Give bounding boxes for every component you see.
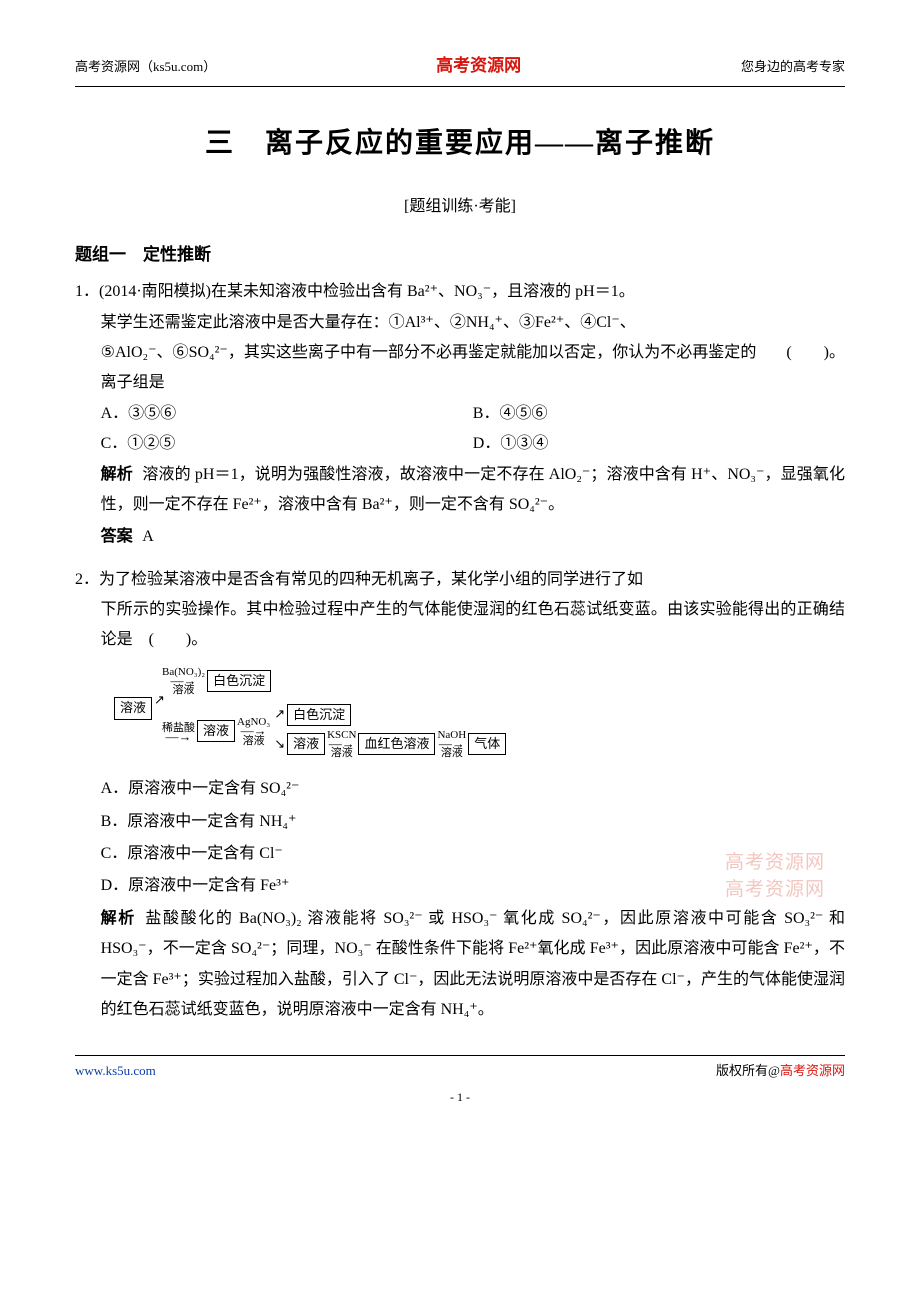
q2-analysis: 解析盐酸酸化的 Ba(NO₃)₂ 溶液能将 SO₃²⁻ 或 HSO₃⁻ 氧化成 … (75, 904, 845, 1026)
group-heading: 题组一 定性推断 (75, 239, 845, 271)
question-2: 2．为了检验某溶液中是否含有常见的四种无机离子，某化学小组的同学进行了如 下所示… (75, 565, 845, 1026)
page-header: 高考资源网（ks5u.com） 高考资源网 您身边的高考专家 (75, 50, 845, 87)
question-1: 1．(2014·南阳模拟)在某未知溶液中检验出含有 Ba²⁺、NO₃⁻，且溶液的… (75, 277, 845, 553)
document-subtitle: [题组训练·考能] (75, 192, 845, 222)
reagent-kscn: KSCN —→ 溶液 (327, 729, 356, 759)
header-left-text: 高考资源网（ks5u.com） (75, 55, 216, 80)
q1-opt-b: B．④⑤⑥ (473, 399, 845, 429)
gas-product: 气体 (468, 733, 506, 755)
footer-url: www.ks5u.com (75, 1059, 156, 1084)
document-page: 高考资源网（ks5u.com） 高考资源网 您身边的高考专家 三 离子反应的重要… (0, 0, 920, 1139)
q1-opt-c: C．①②⑤ (101, 429, 473, 459)
reagent-naoh: NaOH —→ 溶液 (437, 729, 466, 759)
answer-label: 答案 (101, 528, 133, 545)
sol-2: 溶液 (197, 720, 235, 742)
footer-copyright: 版权所有@高考资源网 (716, 1059, 845, 1084)
q2-opt-d: D．原溶液中一定含有 Fe³⁺ (75, 871, 845, 901)
header-center-brand: 高考资源网 (436, 50, 521, 82)
q1-options-ab: A．③⑤⑥ B．④⑤⑥ (75, 399, 845, 429)
q1-opt-d: D．①③④ (473, 429, 845, 459)
start-solution: 溶液 (114, 697, 152, 719)
analysis-label-2: 解析 (101, 910, 136, 927)
q1-analysis: 解析溶液的 pH＝1，说明为强酸性溶液，故溶液中一定不存在 AlO₂⁻；溶液中含… (75, 460, 845, 521)
q2-flowchart: Ba(NO₃)₂ —→ 溶液 白色沉淀 溶液 ↗ 稀盐酸 —→ 溶液 (75, 666, 845, 760)
q1-opt-a: A．③⑤⑥ (101, 399, 473, 429)
document-title: 三 离子反应的重要应用——离子推断 (75, 117, 845, 170)
header-right-text: 您身边的高考专家 (741, 55, 845, 80)
q1-line1: 1．(2014·南阳模拟)在某未知溶液中检验出含有 Ba²⁺、NO₃⁻，且溶液的… (75, 277, 845, 307)
q2-line1: 2．为了检验某溶液中是否含有常见的四种无机离子，某化学小组的同学进行了如 (75, 565, 845, 595)
answer-paren: ( )。 (756, 338, 845, 399)
q2-opt-a: A．原溶液中一定含有 SO₄²⁻ (75, 774, 845, 804)
sol-3: 溶液 (287, 733, 325, 755)
q1-answer: 答案A (75, 522, 845, 552)
reagent-hcl: 稀盐酸 —→ (162, 722, 195, 740)
reagent-ba-no3: Ba(NO₃)₂ —→ 溶液 (162, 666, 205, 696)
white-precipitate-2: 白色沉淀 (287, 704, 351, 726)
reagent-agno3: AgNO₃ —→ 溶液 (237, 716, 270, 746)
q1-line3: ⑤AlO₂⁻、⑥SO₄²⁻，其实这些离子中有一部分不必再鉴定就能加以否定，你认为… (75, 338, 845, 399)
white-precipitate-1: 白色沉淀 (207, 670, 271, 692)
q1-line2: 某学生还需鉴定此溶液中是否大量存在：①Al³⁺、②NH₄⁺、③Fe²⁺、④Cl⁻… (75, 308, 845, 338)
page-number: - 1 - (75, 1086, 845, 1109)
q2-opt-b: B．原溶液中一定含有 NH₄⁺ (75, 807, 845, 837)
page-footer: www.ks5u.com 版权所有@高考资源网 (75, 1055, 845, 1084)
q2-opt-c: C．原溶液中一定含有 Cl⁻ (75, 839, 845, 869)
blood-red-solution: 血红色溶液 (358, 733, 435, 755)
analysis-label: 解析 (101, 466, 133, 483)
q1-options-cd: C．①②⑤ D．①③④ (75, 429, 845, 459)
q2-line2: 下所示的实验操作。其中检验过程中产生的气体能使湿润的红色石蕊试纸变蓝。由该实验能… (75, 595, 845, 656)
